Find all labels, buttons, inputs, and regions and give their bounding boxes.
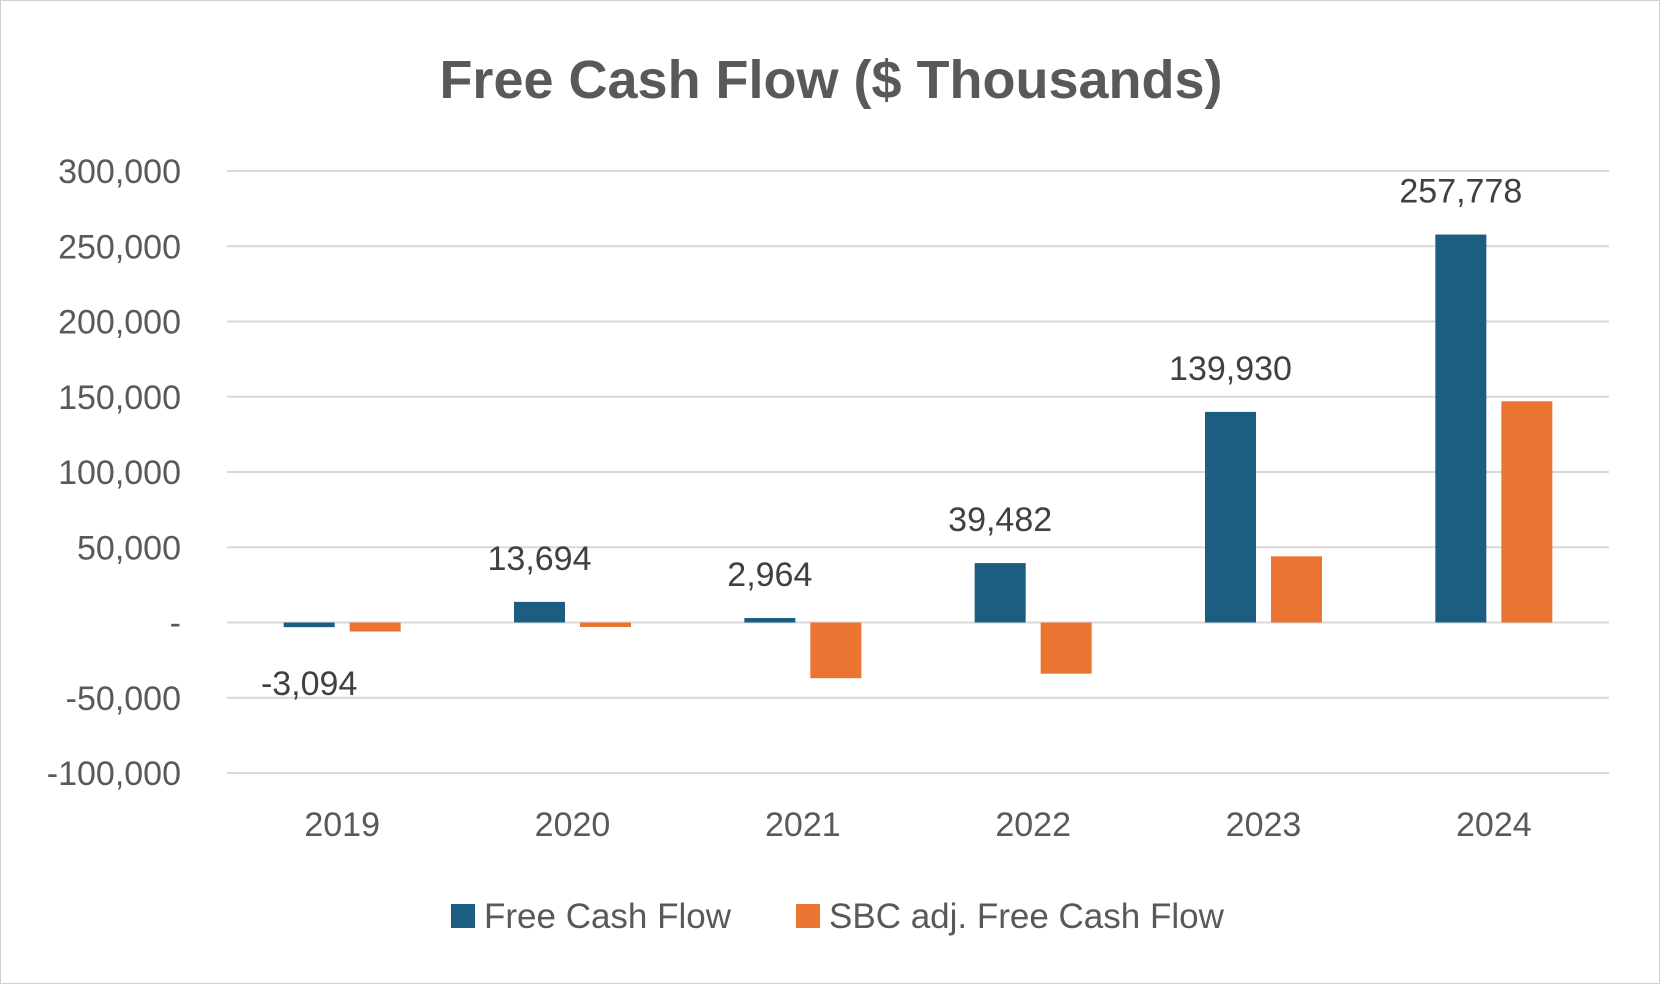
x-tick-label: 2023 (1226, 806, 1302, 844)
bar-sbc-adj-free-cash-flow (349, 622, 401, 632)
chart-title: Free Cash Flow ($ Thousands) (439, 50, 1222, 110)
x-tick-label: 2024 (1456, 806, 1532, 844)
legend-swatch (451, 904, 475, 928)
legend-swatch (796, 904, 820, 928)
data-label: -3,094 (261, 665, 357, 703)
legend-label: Free Cash Flow (484, 897, 732, 936)
x-tick-label: 2022 (995, 806, 1071, 844)
bar-free-cash-flow (744, 618, 796, 623)
x-tick-label: 2019 (304, 806, 380, 844)
data-label: 257,778 (1399, 173, 1522, 211)
y-tick-label: 150,000 (58, 379, 181, 417)
grid-lines (227, 170, 1609, 774)
y-tick-label: 100,000 (58, 454, 181, 492)
y-tick-label: 50,000 (77, 529, 181, 567)
x-axis-tick-labels: 2019 2020 2021 2022 2023 2024 (304, 806, 1531, 844)
y-tick-label: 250,000 (58, 228, 181, 266)
bar-sbc-adj-free-cash-flow (810, 622, 862, 679)
legend: Free Cash Flow SBC adj. Free Cash Flow (451, 897, 1225, 936)
y-tick-label: - (170, 605, 181, 643)
x-tick-label: 2021 (765, 806, 841, 844)
y-tick-label: 200,000 (58, 304, 181, 342)
data-label: 2,964 (727, 556, 812, 594)
y-tick-label: -100,000 (47, 755, 181, 793)
y-tick-label: 300,000 (58, 153, 181, 191)
bar-sbc-adj-free-cash-flow (580, 622, 631, 628)
bar-free-cash-flow (514, 601, 565, 623)
data-label: 39,482 (948, 501, 1052, 539)
x-tick-label: 2020 (535, 806, 611, 844)
data-labels: -3,094 13,694 2,964 39,482 139,930 257,778 (261, 173, 1522, 704)
y-tick-label: -50,000 (66, 680, 181, 718)
bar-sbc-adj-free-cash-flow (1501, 401, 1553, 623)
legend-label: SBC adj. Free Cash Flow (829, 897, 1225, 936)
bar-free-cash-flow (1205, 411, 1256, 623)
data-label: 139,930 (1169, 350, 1292, 388)
data-label: 13,694 (488, 540, 592, 578)
y-axis-tick-labels: 300,000 250,000 200,000 150,000 100,000 50,00… (47, 153, 181, 793)
bar-free-cash-flow (1435, 234, 1487, 623)
bar-sbc-adj-free-cash-flow (1040, 622, 1092, 674)
bar-free-cash-flow (974, 563, 1026, 623)
bar-free-cash-flow (283, 622, 335, 628)
bar-sbc-adj-free-cash-flow (1271, 556, 1322, 623)
bars (283, 234, 1553, 679)
